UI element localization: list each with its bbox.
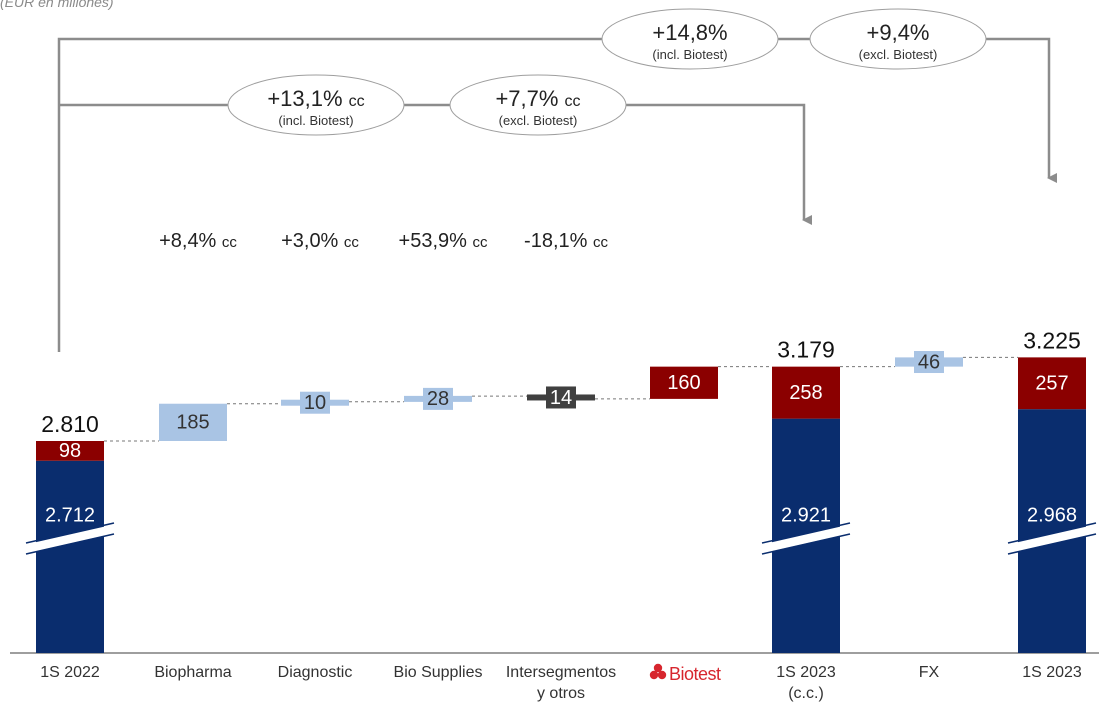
step-label-bg-5 xyxy=(914,351,944,374)
growth-bubble-3 xyxy=(449,74,627,136)
step-label-3: 14 xyxy=(550,387,572,409)
biotest-logo-text: Biotest xyxy=(669,664,721,684)
axis-break-line-a-0 xyxy=(25,522,115,544)
bubble-value-3: +7,7% cc xyxy=(495,86,580,111)
category-label-8-0: 1S 2023 xyxy=(1022,664,1082,681)
biotest-logo: Biotest xyxy=(649,663,722,684)
axis-break-line-a-1 xyxy=(761,522,851,544)
axis-break-line-b-0 xyxy=(25,533,115,555)
step-label-2: 28 xyxy=(427,388,449,410)
bubble-note-0: (incl. Biotest) xyxy=(652,47,727,62)
category-label-4-0: Intersegmentos xyxy=(506,664,616,681)
biotest-logo-dot-top xyxy=(653,663,663,673)
growth-rate-0: +8,4% cc xyxy=(159,230,237,252)
biotest-logo-dot-left xyxy=(649,670,659,680)
total-base-label-2: 2.968 xyxy=(1027,504,1077,526)
growth-bubble-1 xyxy=(809,8,987,70)
bubble-value-0: +14,8% xyxy=(652,20,727,45)
category-label-2-0: Diagnostic xyxy=(278,664,353,681)
growth-bubble-2 xyxy=(227,74,405,136)
bubble-value-2: +13,1% cc xyxy=(267,86,364,111)
step-label-0: 185 xyxy=(176,412,209,434)
category-label-0-0: 1S 2022 xyxy=(40,664,100,681)
axis-break-line-a-2 xyxy=(1007,522,1097,544)
axis-break-gap-0 xyxy=(25,526,115,554)
growth-rate-1: +3,0% cc xyxy=(281,230,359,252)
growth-bubble-0 xyxy=(601,8,779,70)
total-bar-base-0 xyxy=(36,460,104,653)
category-label-6-1: (c.c.) xyxy=(788,685,824,702)
axis-break-gap-1 xyxy=(761,526,851,554)
bubble-note-3: (excl. Biotest) xyxy=(499,113,578,128)
axis-break-line-b-1 xyxy=(761,533,851,555)
category-label-4-1: y otros xyxy=(537,685,585,702)
axis-break-gap2-2 xyxy=(1007,524,1097,548)
axis-break-line-b-2 xyxy=(1007,533,1097,555)
bubble-value-1: +9,4% xyxy=(867,20,930,45)
total-value-label-1: 3.179 xyxy=(777,337,835,363)
step-label-bg-3 xyxy=(546,386,576,409)
growth-rate-2: +53,9% cc xyxy=(399,230,488,252)
bracket-inner xyxy=(59,103,812,225)
step-label-4: 160 xyxy=(667,372,700,394)
axis-break-gap-2 xyxy=(1007,526,1097,554)
step-label-1: 10 xyxy=(304,392,326,414)
category-label-6-0: 1S 2023 xyxy=(776,664,836,681)
total-bar-biotest-0 xyxy=(36,441,104,461)
growth-rate-3: -18,1% cc xyxy=(524,230,608,252)
bubble-note-2: (incl. Biotest) xyxy=(278,113,353,128)
category-label-3-0: Bio Supplies xyxy=(394,664,483,681)
bubble-note-1: (excl. Biotest) xyxy=(859,47,938,62)
step-label-5: 46 xyxy=(918,351,940,373)
total-biotest-label-2: 257 xyxy=(1035,373,1068,395)
bracket-outer xyxy=(57,37,1057,352)
category-label-7-0: FX xyxy=(919,664,940,681)
total-biotest-label-1: 258 xyxy=(789,382,822,404)
total-base-label-0: 2.712 xyxy=(45,504,95,526)
total-bar-biotest-2 xyxy=(1018,357,1086,410)
total-value-label-0: 2.810 xyxy=(41,411,99,437)
axis-break-gap2-0 xyxy=(25,524,115,548)
total-base-label-1: 2.921 xyxy=(781,504,831,526)
category-label-1-0: Biopharma xyxy=(154,664,231,681)
axis-break-gap2-1 xyxy=(761,524,851,548)
total-biotest-label-0: 98 xyxy=(59,440,81,462)
total-bar-biotest-1 xyxy=(772,366,840,419)
chart-subtitle: (EUR en millones) xyxy=(0,0,114,10)
step-label-bg-1 xyxy=(300,391,330,414)
biotest-logo-dot-right xyxy=(657,670,667,680)
total-value-label-2: 3.225 xyxy=(1023,327,1081,353)
step-bar-0 xyxy=(159,403,227,441)
step-bar-4 xyxy=(650,366,718,399)
step-label-bg-2 xyxy=(423,387,453,410)
